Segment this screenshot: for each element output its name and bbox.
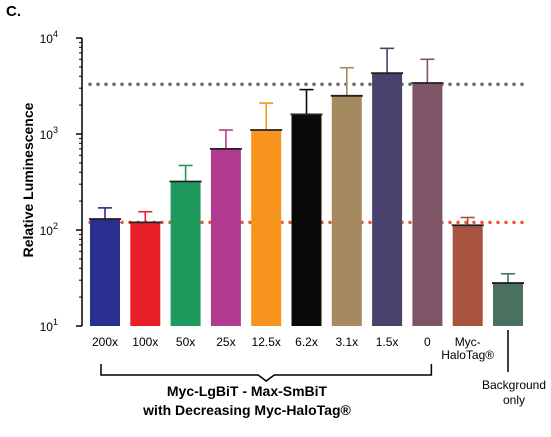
category-label: 6.2x: [295, 335, 318, 349]
category-label: only: [503, 393, 525, 407]
bar-1: [90, 219, 120, 326]
bar-7: [331, 95, 362, 326]
reference-lines: [88, 82, 532, 225]
category-label: 200x: [92, 335, 118, 349]
y-tick-label: 101: [40, 317, 58, 334]
bar-8: [372, 73, 403, 326]
category-label: HaloTag®: [441, 348, 494, 362]
group-label-line-2: with Decreasing Myc-HaloTag®: [142, 402, 351, 418]
bar-10: [452, 225, 483, 326]
category-label: 3.1x: [335, 335, 358, 349]
bar-2: [130, 222, 161, 326]
bar-4: [210, 148, 241, 326]
category-label: Background: [482, 378, 546, 392]
group-label-line-1: Myc-LgBiT - Max-SmBiT: [167, 383, 328, 399]
bar-11: [493, 283, 523, 326]
y-axis: 101 102 103 104: [40, 29, 83, 334]
bar-9: [412, 82, 443, 326]
category-label: 25x: [216, 335, 235, 349]
panel-label: C.: [6, 3, 21, 20]
group-bracket-path: [100, 364, 433, 382]
category-label: Myc-: [455, 335, 481, 349]
bars: [89, 47, 524, 326]
bar-6: [291, 114, 322, 326]
x-axis-labels: 200x 100x 50x 25x 12.5x 6.2x 3.1x 1.5x 0 Myc-Halo…: [92, 330, 546, 407]
category-label: 1.5x: [376, 335, 399, 349]
y-tick-label: 102: [40, 221, 58, 238]
category-label: 100x: [132, 335, 158, 349]
category-label: 12.5x: [252, 335, 281, 349]
y-tick-label: 104: [40, 29, 58, 46]
y-tick-label: 103: [40, 125, 58, 142]
group-bracket: [100, 364, 433, 382]
category-label: 50x: [176, 335, 195, 349]
y-axis-title: Relative Luminescence: [20, 102, 36, 257]
bar-3: [170, 181, 201, 326]
category-label: 0: [424, 335, 431, 349]
bar-5: [251, 130, 282, 326]
